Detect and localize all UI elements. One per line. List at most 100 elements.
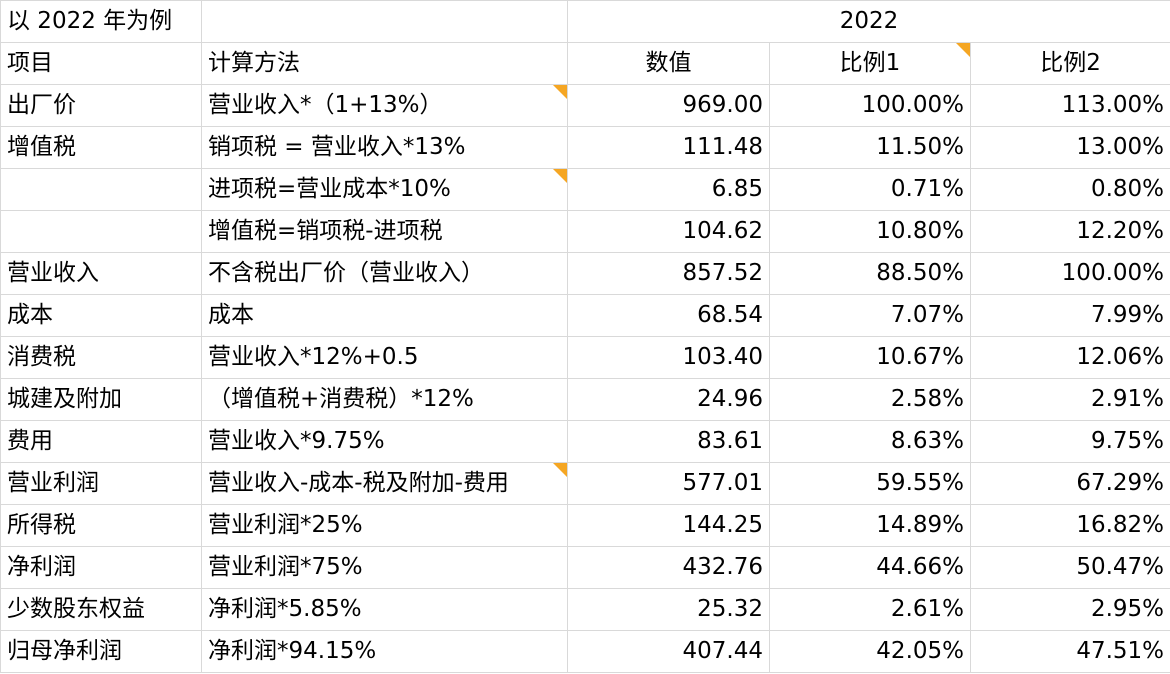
cell-ratio1[interactable]: 11.50% xyxy=(769,126,971,169)
cell-method-text: 营业利润*75% xyxy=(208,554,363,580)
cell-ratio1[interactable]: 2.58% xyxy=(769,378,971,421)
year-header-cell[interactable]: 2022 xyxy=(566,0,1170,43)
cell-item-text: 增值税 xyxy=(7,134,76,160)
table-row: 消费税 营业收入*12%+0.5 103.40 10.67% 12.06% xyxy=(0,336,1170,379)
cell-method[interactable]: 净利润*5.85% xyxy=(201,588,568,631)
cell-value[interactable]: 104.62 xyxy=(567,210,770,253)
cell-item[interactable] xyxy=(0,210,202,253)
cell-ratio1[interactable]: 59.55% xyxy=(769,462,971,505)
col-header-ratio2[interactable]: 比例2 xyxy=(969,42,1170,85)
table-row: 营业利润 营业收入-成本-税及附加-费用 577.01 59.55% 67.29% xyxy=(0,462,1170,505)
cell-ratio2[interactable]: 2.95% xyxy=(969,588,1170,631)
cell-ratio1[interactable]: 0.71% xyxy=(769,168,971,211)
cell-value[interactable]: 577.01 xyxy=(567,462,770,505)
comment-indicator-icon[interactable] xyxy=(956,43,970,57)
cell-ratio2[interactable]: 100.00% xyxy=(969,252,1170,295)
cell-ratio1[interactable]: 100.00% xyxy=(769,84,971,127)
cell-method[interactable]: 增值税=销项税-进项税 xyxy=(201,210,568,253)
cell-value-text: 407.44 xyxy=(682,638,763,664)
cell-ratio2[interactable]: 9.75% xyxy=(969,420,1170,463)
cell-ratio2[interactable]: 67.29% xyxy=(969,462,1170,505)
cell-value[interactable]: 144.25 xyxy=(567,504,770,547)
col-header-value[interactable]: 数值 xyxy=(567,42,770,85)
cell-item[interactable]: 少数股东权益 xyxy=(0,588,202,631)
cell-ratio2[interactable]: 113.00% xyxy=(969,84,1170,127)
cell-method[interactable]: 营业收入-成本-税及附加-费用 xyxy=(201,462,568,505)
cell-method[interactable]: （增值税+消费税）*12% xyxy=(201,378,568,421)
cell-item[interactable]: 归母净利润 xyxy=(0,630,202,673)
cell-item[interactable]: 净利润 xyxy=(0,546,202,589)
cell-ratio1-text: 100.00% xyxy=(861,92,964,118)
cell-method[interactable]: 净利润*94.15% xyxy=(201,630,568,673)
cell-ratio2[interactable]: 47.51% xyxy=(969,630,1170,673)
cell-ratio1[interactable]: 42.05% xyxy=(769,630,971,673)
cell-ratio1[interactable]: 8.63% xyxy=(769,420,971,463)
comment-indicator-icon[interactable] xyxy=(553,85,567,99)
cell-ratio1-text: 10.80% xyxy=(876,218,964,244)
cell-ratio2[interactable]: 16.82% xyxy=(969,504,1170,547)
cell-item[interactable]: 城建及附加 xyxy=(0,378,202,421)
cell-ratio1[interactable]: 10.67% xyxy=(769,336,971,379)
cell-item[interactable]: 出厂价 xyxy=(0,84,202,127)
cell-value[interactable]: 969.00 xyxy=(567,84,770,127)
comment-indicator-icon[interactable] xyxy=(553,169,567,183)
cell-ratio1[interactable]: 88.50% xyxy=(769,252,971,295)
cell-method[interactable]: 营业收入*9.75% xyxy=(201,420,568,463)
cell-value[interactable]: 83.61 xyxy=(567,420,770,463)
table-row: 归母净利润 净利润*94.15% 407.44 42.05% 47.51% xyxy=(0,630,1170,673)
cell-ratio2-text: 100.00% xyxy=(1061,260,1165,286)
cell-method-text: （增值税+消费税）*12% xyxy=(208,386,474,412)
cell-ratio2[interactable]: 0.80% xyxy=(969,168,1170,211)
cell-method-text: 营业利润*25% xyxy=(208,512,363,538)
cell-value[interactable]: 103.40 xyxy=(567,336,770,379)
cell-value[interactable]: 24.96 xyxy=(567,378,770,421)
cell-method[interactable]: 营业利润*75% xyxy=(201,546,568,589)
cell-value[interactable]: 6.85 xyxy=(567,168,770,211)
corner-cell[interactable]: 以 2022 年为例 xyxy=(0,0,202,43)
cell-ratio2[interactable]: 12.06% xyxy=(969,336,1170,379)
cell-ratio1[interactable]: 10.80% xyxy=(769,210,971,253)
cell-value[interactable]: 407.44 xyxy=(567,630,770,673)
cell-value[interactable]: 68.54 xyxy=(567,294,770,337)
comment-indicator-icon[interactable] xyxy=(553,463,567,477)
cell-item[interactable]: 消费税 xyxy=(0,336,202,379)
cell-method[interactable]: 营业收入*（1+13%） xyxy=(201,84,568,127)
cell-method-text: 营业收入*（1+13%） xyxy=(208,92,443,118)
cell-value[interactable]: 111.48 xyxy=(567,126,770,169)
cell-method[interactable]: 成本 xyxy=(201,294,568,337)
cell-ratio1[interactable]: 14.89% xyxy=(769,504,971,547)
cell-item[interactable]: 营业利润 xyxy=(0,462,202,505)
cell-ratio2[interactable]: 12.20% xyxy=(969,210,1170,253)
cell-method[interactable]: 不含税出厂价（营业收入） xyxy=(201,252,568,295)
cell-method[interactable]: 销项税 = 营业收入*13% xyxy=(201,126,568,169)
cell-method[interactable]: 营业利润*25% xyxy=(201,504,568,547)
cell-value[interactable]: 432.76 xyxy=(567,546,770,589)
cell-ratio2[interactable]: 50.47% xyxy=(969,546,1170,589)
empty-header-cell[interactable] xyxy=(201,0,568,43)
cell-method[interactable]: 进项税=营业成本*10% xyxy=(201,168,568,211)
cell-item[interactable]: 费用 xyxy=(0,420,202,463)
cell-ratio1[interactable]: 44.66% xyxy=(769,546,971,589)
cell-item[interactable] xyxy=(0,168,202,211)
cell-ratio2-text: 47.51% xyxy=(1076,638,1165,664)
col-header-method[interactable]: 计算方法 xyxy=(201,42,568,85)
cell-ratio1[interactable]: 7.07% xyxy=(769,294,971,337)
cell-method[interactable]: 营业收入*12%+0.5 xyxy=(201,336,568,379)
cell-method-text: 销项税 = 营业收入*13% xyxy=(208,134,466,160)
cell-ratio1-text: 7.07% xyxy=(890,302,964,328)
col-header-item[interactable]: 项目 xyxy=(0,42,202,85)
cell-item[interactable]: 增值税 xyxy=(0,126,202,169)
cell-ratio2[interactable]: 13.00% xyxy=(969,126,1170,169)
cell-item[interactable]: 所得税 xyxy=(0,504,202,547)
cell-ratio2[interactable]: 2.91% xyxy=(969,378,1170,421)
cell-item[interactable]: 营业收入 xyxy=(0,252,202,295)
cell-ratio1[interactable]: 2.61% xyxy=(769,588,971,631)
cell-value[interactable]: 857.52 xyxy=(567,252,770,295)
cell-value-text: 857.52 xyxy=(682,260,763,286)
col-header-ratio1[interactable]: 比例1 xyxy=(769,42,971,85)
cell-ratio2[interactable]: 7.99% xyxy=(969,294,1170,337)
cell-item-text: 归母净利润 xyxy=(7,638,122,664)
cell-item[interactable]: 成本 xyxy=(0,294,202,337)
cell-value[interactable]: 25.32 xyxy=(567,588,770,631)
